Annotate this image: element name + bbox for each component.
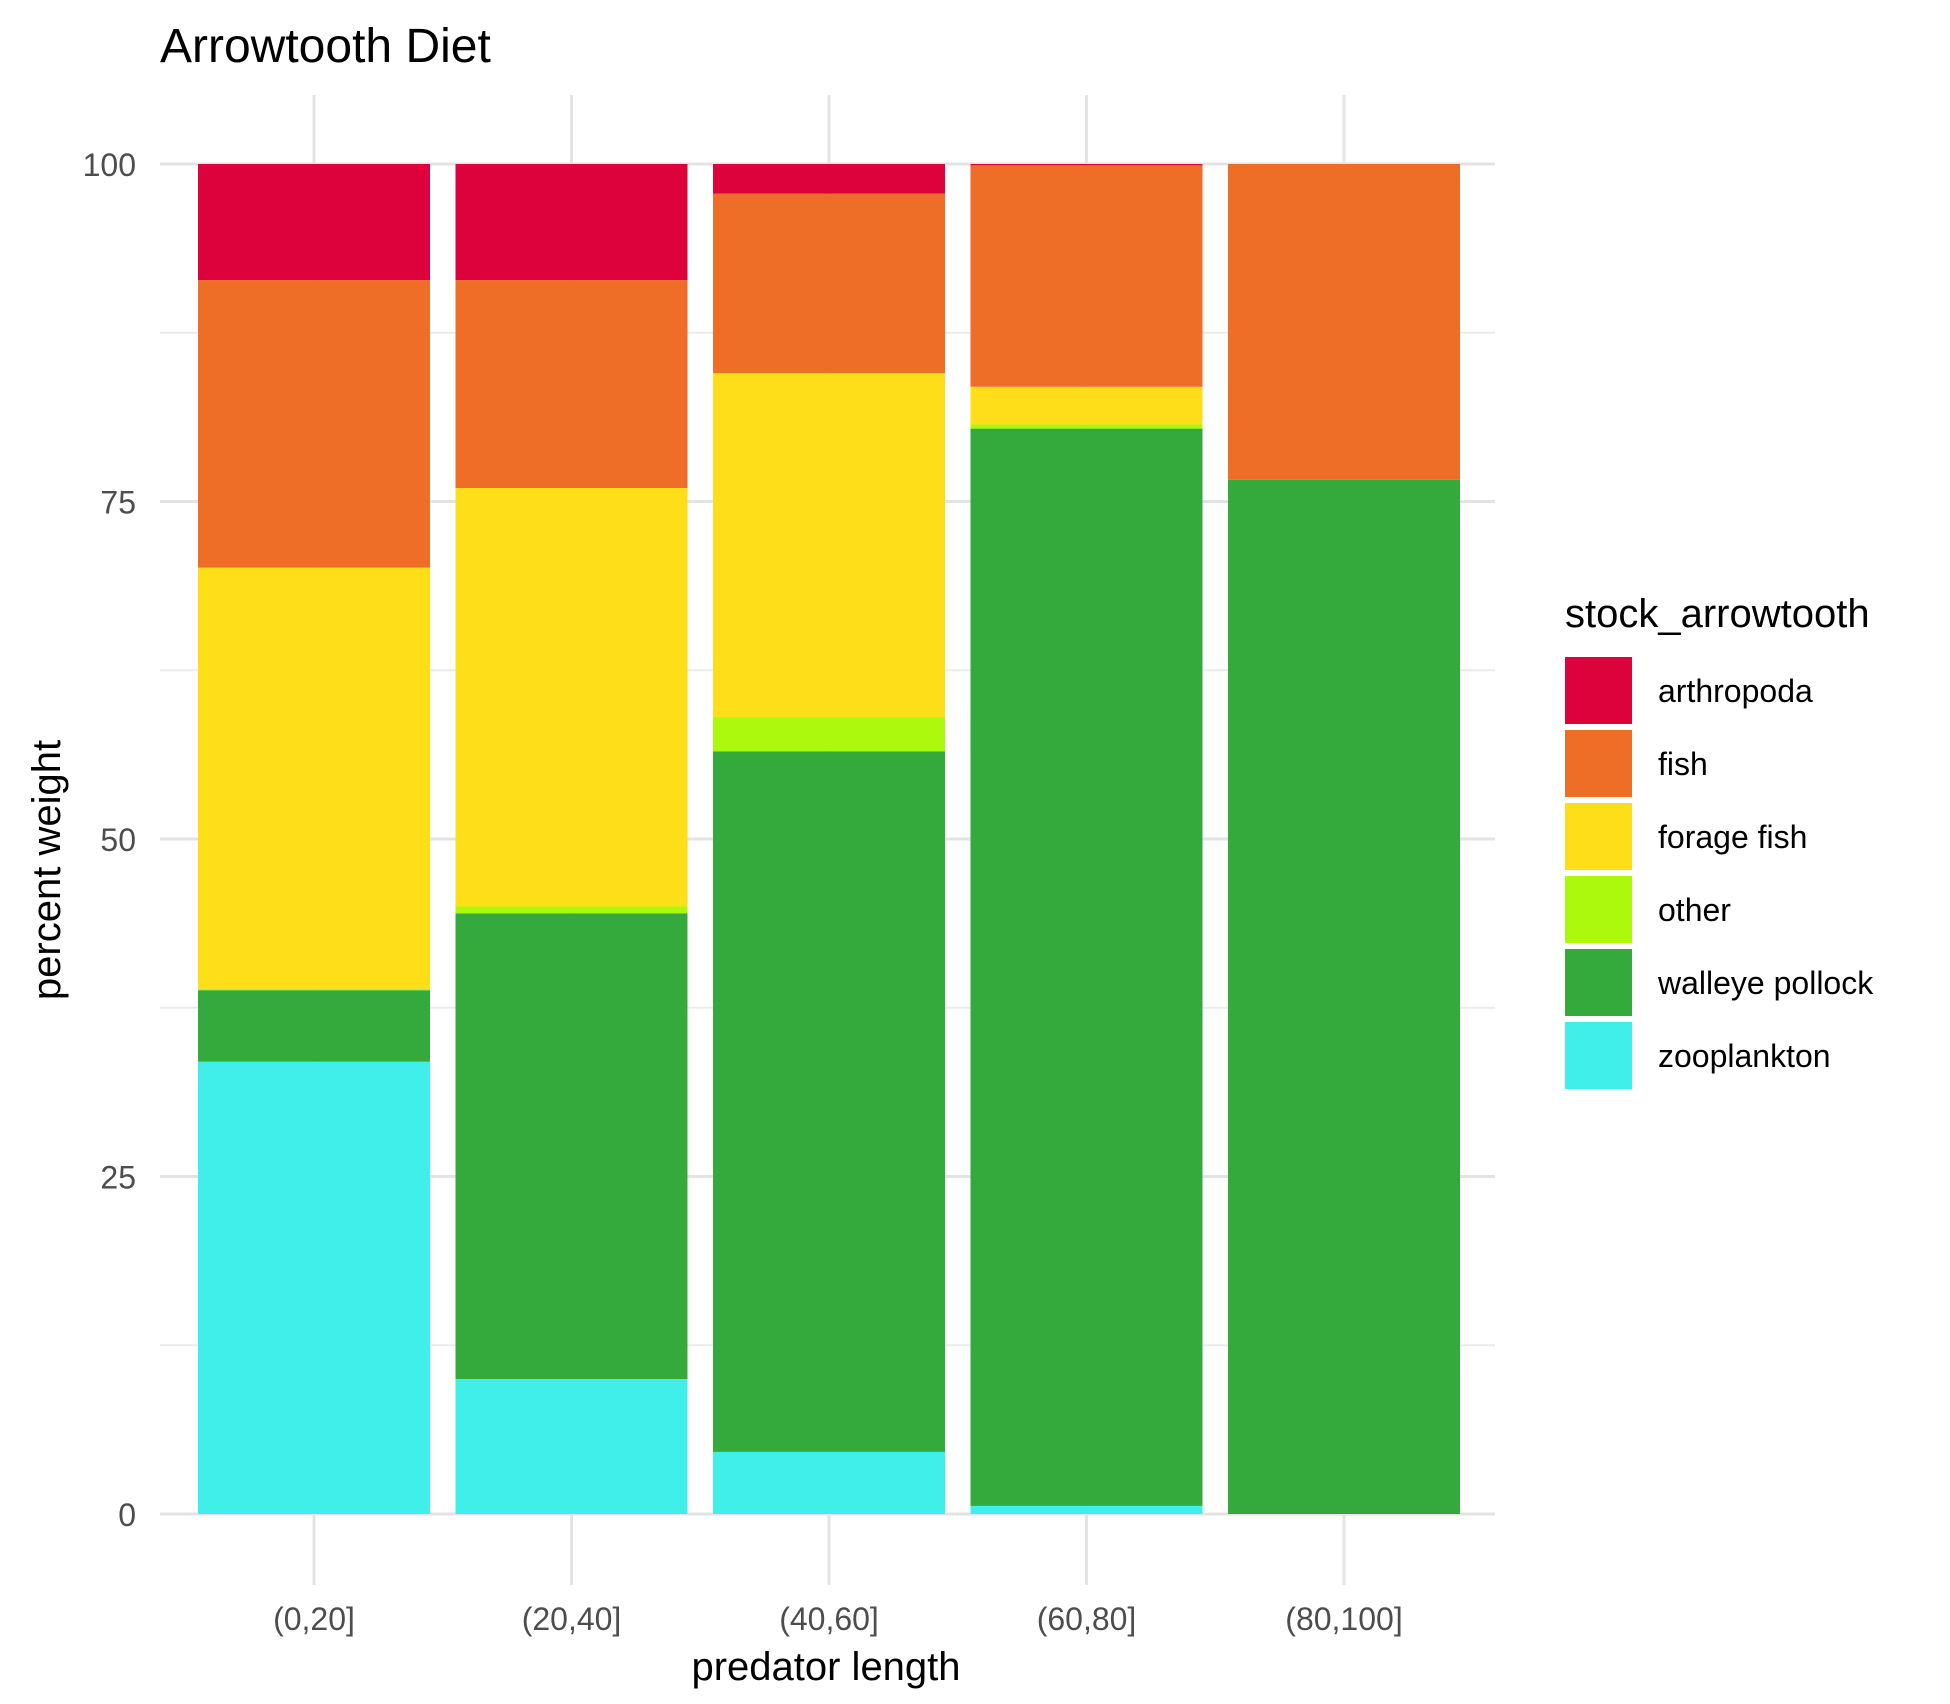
bar-segment-walleye-pollock: [1228, 479, 1460, 1514]
legend: stock_arrowtooth arthropoda fish forage fi…: [1565, 592, 1874, 1089]
legend-label: fish: [1658, 746, 1708, 782]
y-tick-label: 0: [118, 1497, 136, 1533]
bar-segment-arthropoda: [455, 164, 688, 281]
bar-segment-zooplankton: [713, 1451, 945, 1514]
bar-segment-walleye-pollock: [970, 428, 1203, 1506]
x-axis: (0,20] (20,40] (40,60] (60,80] (80,100]: [273, 1601, 1403, 1637]
bar-segment-walleye-pollock: [713, 751, 945, 1452]
chart-title: Arrowtooth Diet: [160, 20, 491, 73]
legend-swatch: [1565, 803, 1632, 870]
legend-label: walleye pollock: [1657, 965, 1874, 1001]
x-tick-label: (20,40]: [522, 1601, 622, 1637]
legend-label: other: [1658, 892, 1731, 928]
bar-segment-forage-fish: [455, 488, 688, 907]
bar-segment-other: [455, 906, 688, 914]
bar-segment-fish: [1228, 164, 1460, 480]
x-tick-label: (60,80]: [1037, 1601, 1137, 1637]
y-tick-label: 25: [100, 1160, 136, 1196]
bar-segment-other: [970, 424, 1203, 429]
legend-swatch: [1565, 1022, 1632, 1089]
bar-segment-fish: [455, 280, 688, 488]
bar-segment-walleye-pollock: [455, 913, 688, 1379]
legend-label: forage fish: [1658, 819, 1807, 855]
bar-segment-fish: [713, 193, 945, 374]
legend-title: stock_arrowtooth: [1565, 592, 1870, 636]
legend-swatch: [1565, 876, 1632, 943]
legend-label: zooplankton: [1658, 1038, 1831, 1074]
y-axis-label: percent weight: [25, 740, 69, 1000]
legend-swatch: [1565, 730, 1632, 797]
bar-segment-other: [713, 717, 945, 752]
bar-segment-forage-fish: [198, 567, 430, 989]
bar-segment-arthropoda: [970, 164, 1203, 166]
bar-segment-zooplankton: [198, 1061, 430, 1514]
bar-segment-zooplankton: [455, 1379, 688, 1514]
legend-label: arthropoda: [1658, 673, 1813, 709]
bar-segment-other: [198, 988, 430, 991]
bar-segment-zooplankton: [970, 1505, 1203, 1514]
bar-segment-arthropoda: [713, 164, 945, 194]
y-axis: 0 25 50 75 100: [83, 147, 136, 1533]
legend-swatch: [1565, 949, 1632, 1016]
y-tick-label: 75: [100, 485, 136, 521]
bars: [198, 164, 1460, 1514]
bar-segment-fish: [198, 280, 430, 568]
x-tick-label: (40,60]: [779, 1601, 879, 1637]
legend-swatch: [1565, 657, 1632, 724]
y-tick-label: 100: [83, 147, 136, 183]
bar-segment-walleye-pollock: [198, 990, 430, 1062]
bar-segment-forage-fish: [970, 386, 1203, 425]
x-tick-label: (80,100]: [1285, 1601, 1402, 1637]
bar-segment-forage-fish: [713, 373, 945, 718]
x-axis-label: predator length: [691, 1645, 960, 1689]
bar-segment-fish: [970, 165, 1203, 387]
y-tick-label: 50: [100, 822, 136, 858]
bar-segment-arthropoda: [198, 164, 430, 281]
x-tick-label: (0,20]: [273, 1601, 355, 1637]
